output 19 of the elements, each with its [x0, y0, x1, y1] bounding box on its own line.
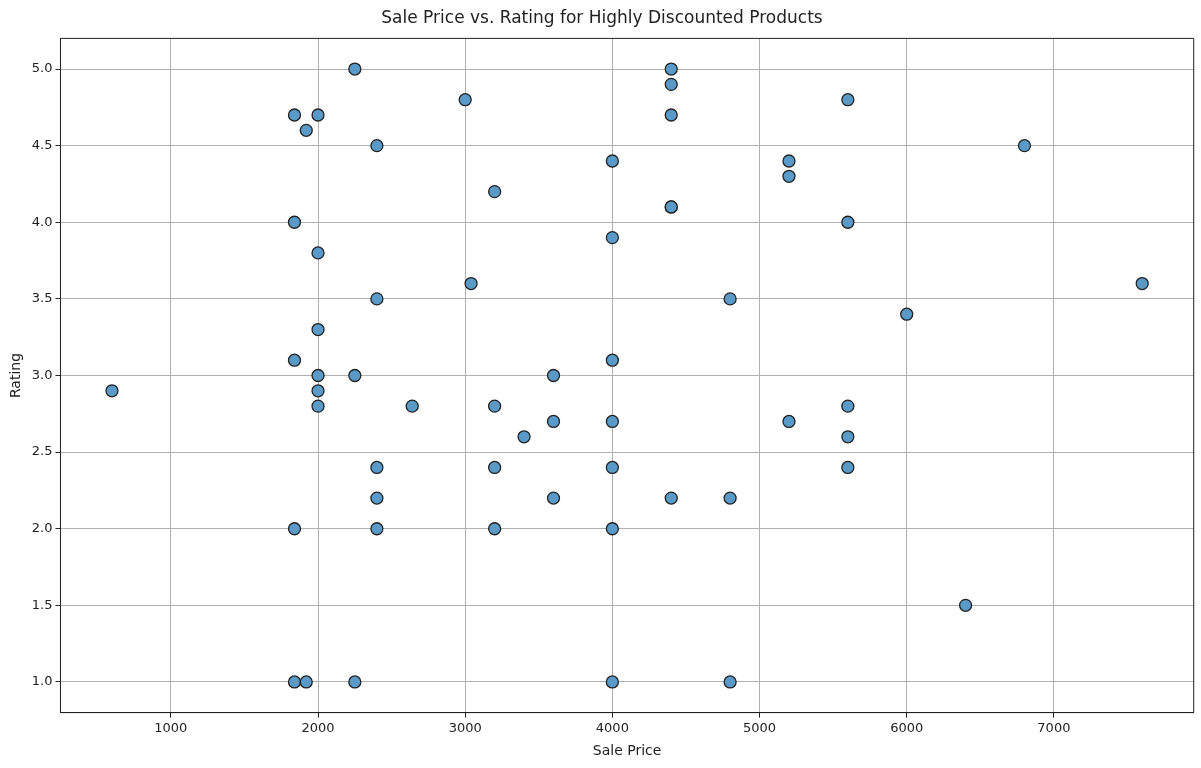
x-axis-title: Sale Price	[592, 742, 662, 759]
y-tick-label: 4.0	[31, 213, 53, 229]
x-tick-label: 4000	[595, 719, 629, 735]
x-tick-label: 5000	[743, 719, 777, 735]
x-tick-label: 2000	[301, 719, 335, 735]
chart-title: Sale Price vs. Rating for Highly Discounted Products	[381, 6, 823, 27]
y-tick-label: 3.5	[31, 290, 53, 306]
x-tick-label: 6000	[890, 719, 924, 735]
y-tick-label: 1.5	[31, 596, 53, 612]
y-axis-title: Rating	[7, 352, 24, 399]
y-tick-label: 1.0	[31, 673, 53, 689]
y-tick-label: 5.0	[31, 60, 53, 76]
x-tick-label: 1000	[154, 719, 188, 735]
x-tick-label: 3000	[448, 719, 482, 735]
y-tick-label: 4.5	[31, 137, 53, 153]
y-tick-label: 3.0	[31, 366, 53, 382]
x-tick-label: 7000	[1037, 719, 1071, 735]
y-tick-label: 2.0	[31, 520, 53, 536]
y-tick-label: 2.5	[31, 443, 53, 459]
